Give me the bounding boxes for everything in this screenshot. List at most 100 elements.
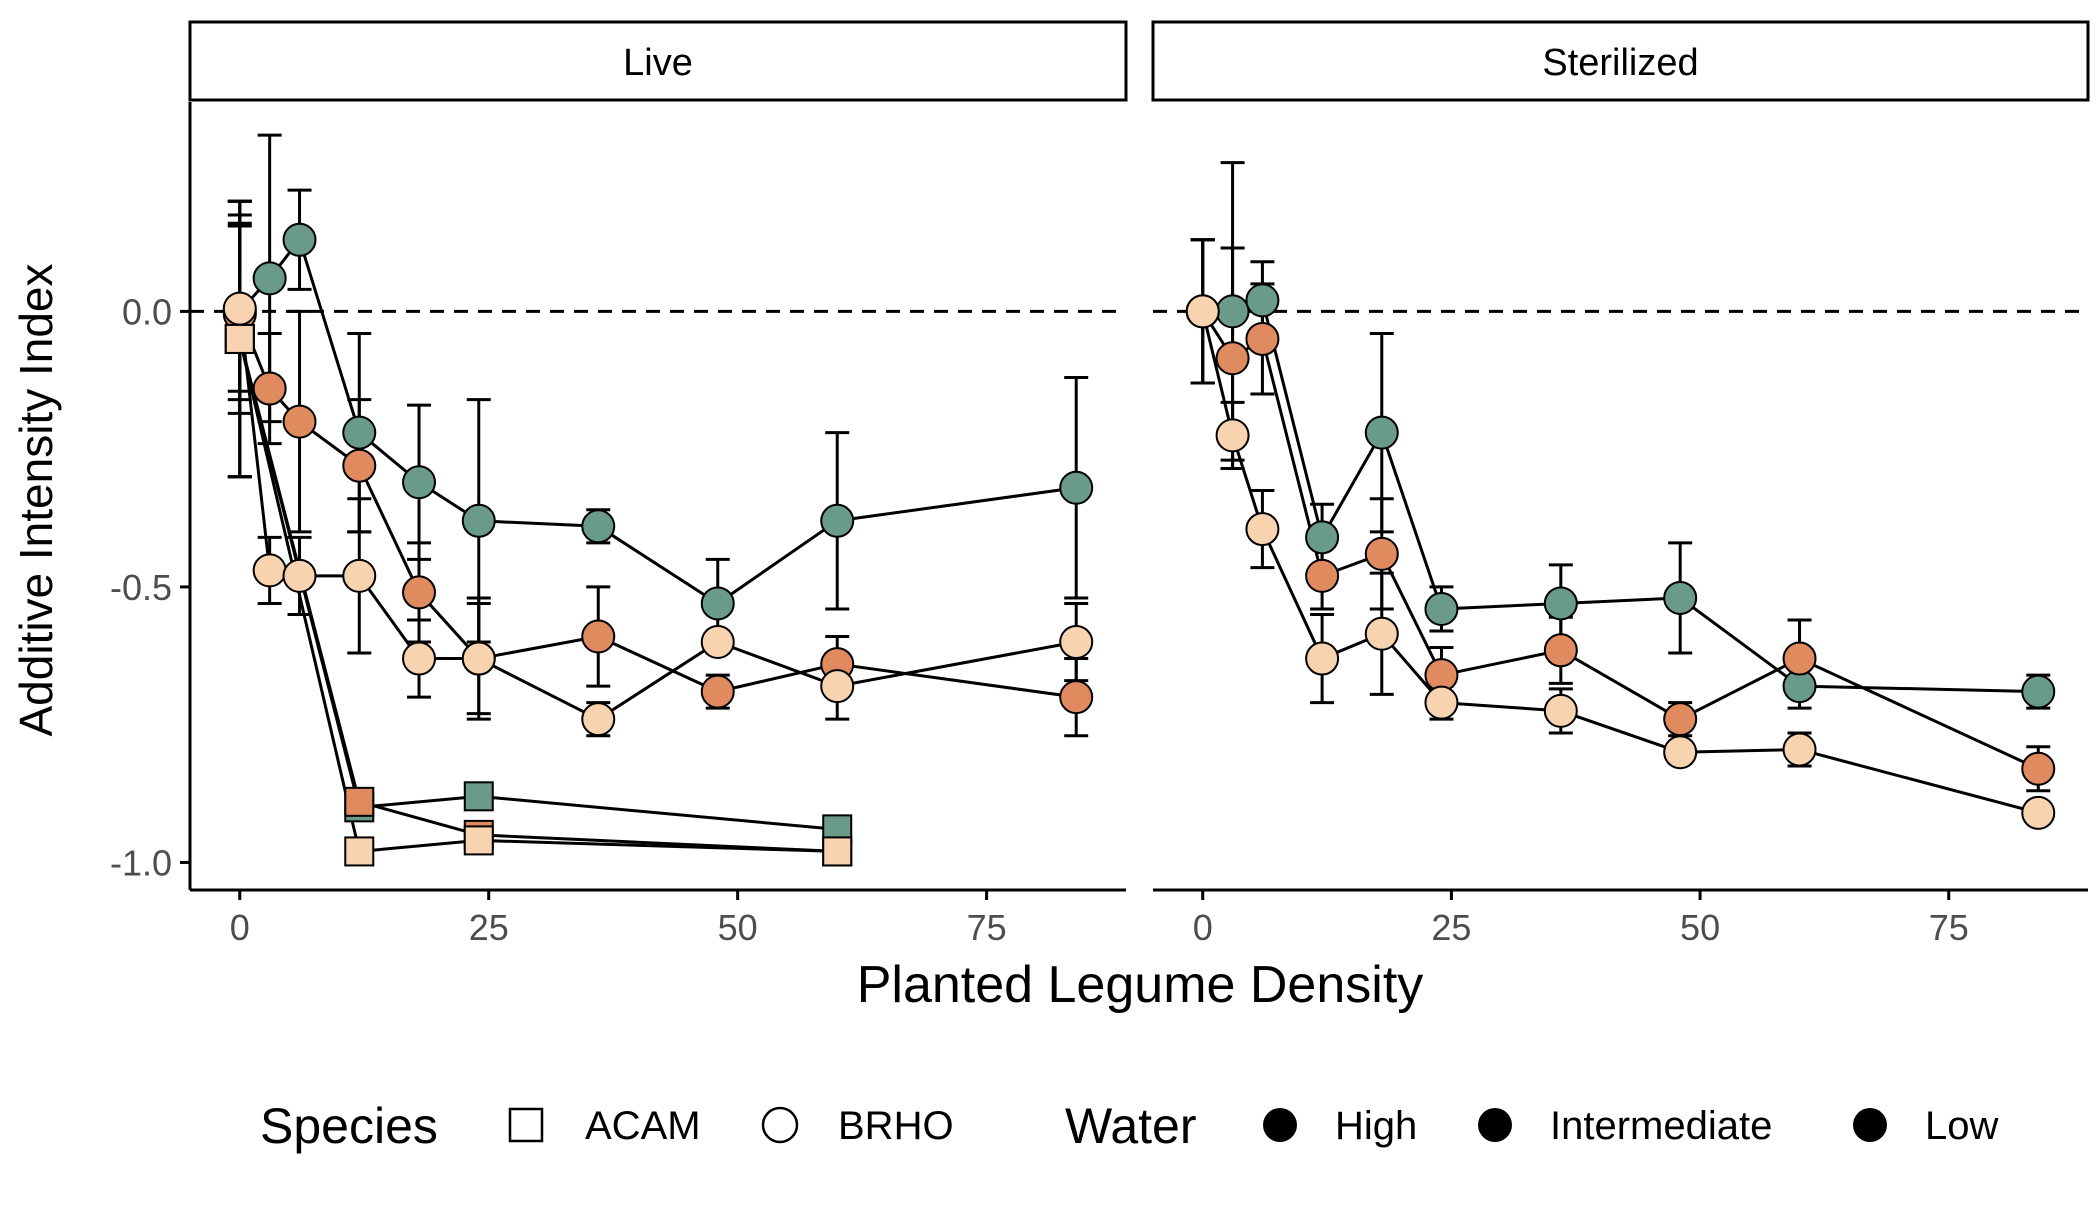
point-brho-low <box>1305 641 1340 676</box>
point-brho-low <box>1782 732 1817 767</box>
series-line-acam-low <box>238 338 838 853</box>
x-axis-label: Planted Legume Density <box>857 956 1424 1014</box>
panel-strip-label: Sterilized <box>1542 42 1698 84</box>
legend-water-high-label: High <box>1335 1104 1417 1148</box>
point-brho-low <box>1543 693 1578 728</box>
point-brho-low <box>1245 512 1280 547</box>
point-brho-intermediate <box>282 404 317 439</box>
series-line-brho-high <box>1202 298 2039 694</box>
x-tick-label: 25 <box>469 907 509 948</box>
point-acam-high <box>463 781 494 812</box>
point-brho-high <box>700 586 735 621</box>
point-brho-low <box>342 558 377 593</box>
point-brho-low <box>402 641 437 676</box>
legend-acam-label: ACAM <box>585 1104 701 1148</box>
x-tick-label: 0 <box>230 907 250 948</box>
point-brho-low <box>1424 685 1459 720</box>
point-brho-low <box>581 702 616 737</box>
legend-acam-key <box>508 1107 544 1143</box>
point-brho-low <box>1185 294 1220 329</box>
point-brho-high <box>1364 415 1399 450</box>
point-brho-high <box>342 415 377 450</box>
point-brho-high <box>1424 591 1459 626</box>
point-brho-low <box>820 669 855 704</box>
point-brho-intermediate <box>700 674 735 709</box>
error-bars <box>1190 161 2051 826</box>
legend-water-low-label: Low <box>1925 1104 1998 1148</box>
x-tick-label: 75 <box>1929 907 1969 948</box>
point-brho-high <box>2021 674 2056 709</box>
legend-water-intermediate-label: Intermediate <box>1550 1104 1772 1148</box>
point-brho-high <box>282 222 317 257</box>
point-brho-high <box>461 503 496 538</box>
legend-brho-key <box>761 1106 799 1144</box>
point-brho-low <box>222 291 257 326</box>
panel-strip <box>188 20 1128 102</box>
series-line-brho-high <box>238 238 1077 605</box>
panel-sterilized: Sterilized 0 25 50 75 <box>1151 20 2090 948</box>
point-brho-intermediate <box>1245 321 1280 356</box>
point-brho-high <box>581 509 616 544</box>
y-tick-label: 0.0 <box>122 291 172 332</box>
point-brho-low <box>1215 418 1250 453</box>
x-tick-label: 75 <box>967 907 1007 948</box>
series-line-brho-low <box>238 308 1077 721</box>
point-brho-low <box>1364 616 1399 651</box>
point-brho-intermediate <box>2021 751 2056 786</box>
point-brho-intermediate <box>402 575 437 610</box>
point-brho-intermediate <box>252 371 287 406</box>
x-tick-label: 50 <box>1680 907 1720 948</box>
point-brho-high <box>1245 283 1280 318</box>
point-brho-low <box>2021 795 2056 830</box>
point-brho-high <box>1305 520 1340 555</box>
series-line-acam-intermediate <box>238 338 838 853</box>
point-brho-intermediate <box>1543 633 1578 668</box>
legend-brho-label: BRHO <box>838 1104 954 1148</box>
point-brho-low <box>461 641 496 676</box>
point-brho-intermediate <box>1059 680 1094 715</box>
point-brho-low <box>252 553 287 588</box>
point-brho-high <box>1215 294 1250 329</box>
panel-strip <box>1151 20 2090 102</box>
point-brho-high <box>1543 586 1578 621</box>
point-brho-intermediate <box>342 448 377 483</box>
point-brho-intermediate <box>1215 341 1250 376</box>
point-brho-intermediate <box>581 619 616 654</box>
point-brho-intermediate <box>1663 702 1698 737</box>
point-brho-low <box>700 625 735 660</box>
series-line-brho-intermediate <box>1201 310 2039 771</box>
legend-species-title: Species <box>260 1098 438 1154</box>
y-tick-label: -1.0 <box>110 842 172 883</box>
series-line-brho-intermediate <box>238 313 1077 699</box>
x-tick-label: 25 <box>1431 907 1471 948</box>
panel-live: Live 0.0 -0.5 -1.0 0 25 50 75 <box>110 20 1128 948</box>
point-brho-high <box>1663 580 1698 615</box>
legend-water-low-key <box>1853 1108 1887 1142</box>
point-brho-intermediate <box>1364 536 1399 571</box>
point-brho-low <box>1663 735 1698 770</box>
point-brho-high <box>1059 470 1094 505</box>
x-tick-label: 50 <box>718 907 758 948</box>
point-acam-low <box>463 825 494 856</box>
panel-strip-label: Live <box>623 42 693 84</box>
point-acam-low <box>224 323 255 354</box>
series-lines <box>238 238 1077 853</box>
point-brho-high <box>402 465 437 500</box>
point-acam-low <box>822 836 853 867</box>
point-acam-low <box>344 836 375 867</box>
point-brho-intermediate <box>1305 558 1340 593</box>
legend-water-title: Water <box>1065 1098 1197 1154</box>
point-brho-low <box>1059 625 1094 660</box>
y-tick-label: -0.5 <box>110 567 172 608</box>
point-brho-intermediate <box>1782 641 1817 676</box>
legend-water-intermediate-key <box>1478 1108 1512 1142</box>
data-points <box>1185 283 2056 830</box>
data-points <box>222 222 1094 867</box>
panels-layer: Live 0.0 -0.5 -1.0 0 25 50 75 Sterilized 0 25 50 75 <box>110 20 2090 948</box>
point-brho-high <box>820 503 855 538</box>
point-acam-intermediate <box>344 786 375 817</box>
point-brho-low <box>282 558 317 593</box>
point-brho-high <box>252 261 287 296</box>
